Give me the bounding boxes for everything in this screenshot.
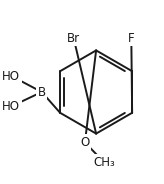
Text: B: B (38, 86, 46, 98)
Text: HO: HO (2, 70, 20, 82)
Text: F: F (128, 32, 135, 45)
Text: HO: HO (2, 100, 20, 113)
Text: O: O (80, 136, 90, 149)
Text: CH₃: CH₃ (93, 156, 115, 169)
Text: Br: Br (67, 32, 80, 45)
